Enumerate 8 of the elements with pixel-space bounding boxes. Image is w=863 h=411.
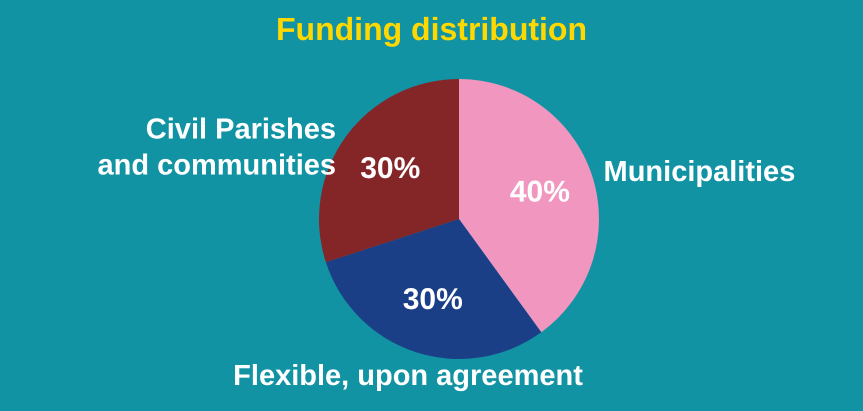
data-label: 30% [360, 152, 420, 186]
slice-label: Municipalities [604, 156, 796, 188]
pie-slice [326, 219, 542, 359]
slice-label: Flexible, upon agreement [233, 360, 584, 392]
slice-label: Civil Parishes and communities [98, 114, 336, 182]
data-label: 40% [510, 176, 570, 209]
data-label: 30% [402, 282, 463, 316]
chart-title: Funding distribution [276, 11, 588, 47]
